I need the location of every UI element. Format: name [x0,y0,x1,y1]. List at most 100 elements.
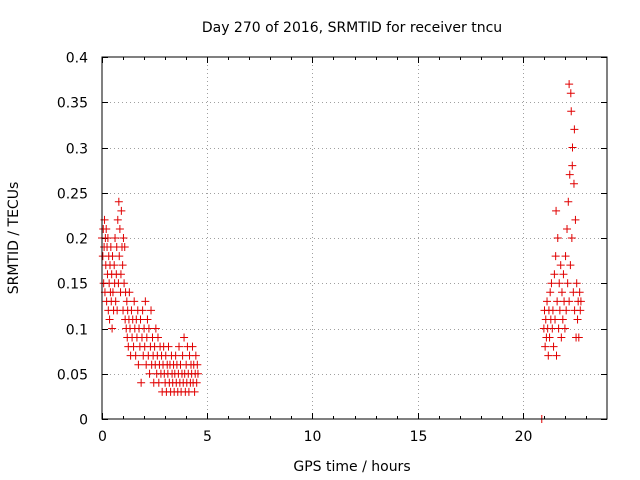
data-point [576,306,585,315]
data-point [125,288,134,297]
y-tick-label: 0.05 [57,368,88,384]
data-point [108,324,117,333]
y-tick-label: 0 [79,413,88,429]
data-point [115,252,124,261]
data-point [566,89,575,98]
data-point [151,324,160,333]
data-point [193,369,202,378]
data-point [120,279,129,288]
data-points [98,80,585,423]
data-point [556,261,565,270]
y-tick-label: 0.3 [66,142,88,158]
data-point [566,261,575,270]
data-point [110,261,119,270]
data-point [568,143,577,152]
data-point [560,324,569,333]
data-point [557,333,566,342]
data-point [572,279,581,288]
data-point [141,297,150,306]
data-point [573,315,582,324]
data-point [569,179,578,188]
data-point [567,234,576,242]
plot-frame [101,56,608,420]
data-point [562,306,571,315]
data-point [145,369,154,378]
data-point [122,297,131,306]
data-point [143,315,152,324]
data-point [563,279,572,288]
data-point [137,378,146,387]
tick-labels: 0 5 10 15 20 0 0.05 0.1 0.15 0.2 0.25 0.3 0.35 0.4 [57,51,533,446]
data-point [565,80,574,89]
data-point [119,234,128,242]
data-point [550,270,559,279]
data-point [188,342,197,351]
data-point [549,342,558,351]
data-point [136,315,145,324]
data-point [558,315,567,324]
data-point [551,252,560,261]
data-point [565,297,574,306]
data-point [547,279,556,288]
data-point [103,234,112,242]
data-point [153,333,162,342]
data-point [568,161,577,170]
data-point [120,243,129,252]
data-point [546,288,555,297]
data-point [557,288,566,297]
data-point [102,224,111,233]
y-axis-label: SRMTID / TECUs [6,182,22,295]
data-point [191,351,200,360]
data-point [567,107,576,116]
data-point [131,351,140,360]
data-point [117,206,126,215]
x-tick-label: 0 [98,429,107,445]
data-point [114,197,123,206]
y-tick-label: 0.2 [66,232,88,248]
data-point [571,215,580,224]
data-point [559,270,568,279]
x-tick-label: 5 [203,429,212,445]
x-axis-label: GPS time / hours [293,459,410,475]
data-point [561,252,570,261]
data-point [563,224,572,233]
y-tick-label: 0.15 [57,277,88,293]
data-point [111,297,120,306]
data-point [564,197,573,206]
data-point [552,206,561,215]
data-point [190,387,199,396]
data-point [164,342,173,351]
data-point [541,342,550,351]
x-tick-label: 10 [304,429,322,445]
data-point [553,234,562,242]
data-point [552,351,561,360]
y-tick-label: 0.35 [57,96,88,112]
data-point [543,297,552,306]
grid-lines [102,57,607,419]
data-point [551,315,560,324]
data-point [113,215,122,224]
data-point [192,378,201,387]
data-point [115,224,124,233]
data-point [111,234,120,242]
data-point [138,306,147,315]
y-tick-label: 0.4 [66,51,88,67]
data-point [193,360,202,369]
data-point [108,252,117,261]
data-point [118,261,127,270]
data-point [574,333,583,342]
data-point [171,351,180,360]
data-point [576,297,585,306]
x-tick-label: 15 [410,429,428,445]
data-point [180,333,189,342]
data-point [130,297,139,306]
data-point [147,306,156,315]
data-point [116,270,125,279]
data-point [178,351,187,360]
data-point [544,351,553,360]
data-point [175,342,184,351]
data-point [548,306,557,315]
y-tick-label: 0.25 [57,187,88,203]
